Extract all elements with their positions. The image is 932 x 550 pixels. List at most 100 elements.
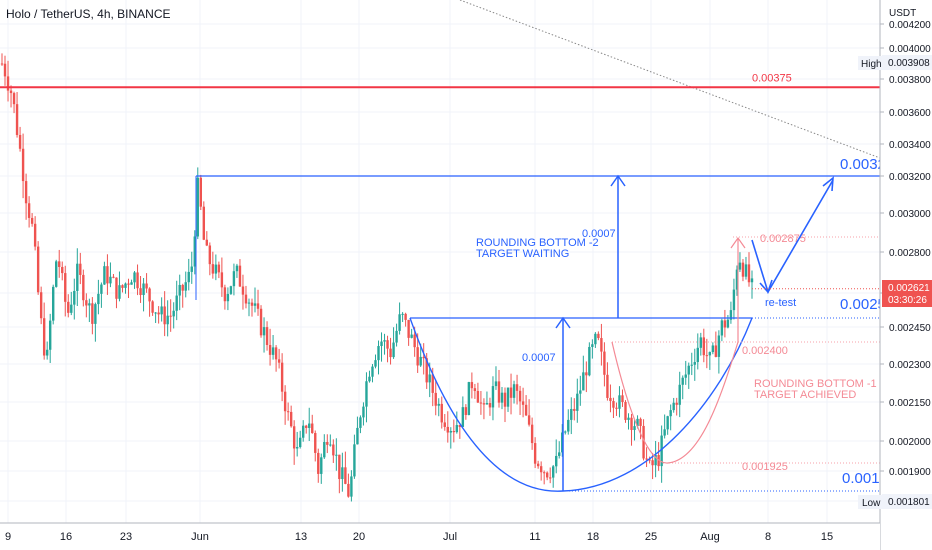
candle-body	[208, 245, 212, 265]
candle-body	[476, 391, 480, 403]
candle-body	[548, 477, 552, 479]
candle-body	[344, 467, 347, 484]
price-tick-label: 0.001900	[889, 467, 931, 478]
candle-body	[277, 359, 281, 363]
time-tick-label: 8	[765, 531, 771, 543]
candle-body	[76, 263, 79, 291]
candle-body	[398, 314, 401, 331]
candle-body	[27, 203, 31, 218]
candle-body	[536, 463, 540, 467]
candle-body	[654, 454, 657, 466]
candle-body	[332, 444, 335, 456]
candle-body	[365, 381, 368, 407]
time-tick-label: 13	[295, 531, 307, 543]
candle-body	[437, 403, 440, 406]
height-left-label: 0.0007	[522, 352, 556, 364]
candle-body	[244, 294, 248, 304]
candle-body	[335, 454, 338, 456]
trendline-diagonal	[459, 0, 881, 159]
candle-body	[672, 402, 675, 411]
candle-body	[154, 312, 157, 314]
candle-body	[42, 318, 46, 356]
candle-body	[250, 302, 254, 306]
high-value-bg	[882, 55, 932, 70]
candle-body	[362, 406, 365, 418]
candle-body	[329, 444, 332, 446]
candle-body	[55, 261, 58, 287]
candle-body	[166, 315, 169, 325]
candle-body	[645, 458, 648, 460]
candle-body	[744, 264, 748, 277]
candle-body	[109, 276, 112, 284]
candle-body	[181, 284, 184, 291]
candle-body	[380, 341, 383, 347]
candle-body	[377, 346, 380, 361]
time-tick-label: Jun	[191, 531, 209, 543]
candle-body	[524, 404, 528, 416]
candle-body	[588, 346, 591, 376]
price-tick-label: 0.002800	[889, 248, 931, 259]
candle-body	[199, 177, 202, 207]
candle-body	[326, 441, 329, 445]
high-badge-bg	[858, 56, 882, 70]
candle-body	[603, 351, 606, 375]
rb2-text-1: ROUNDING BOTTOM -2	[476, 237, 599, 249]
height-right-label: 0.0007	[582, 228, 616, 240]
candle-body	[217, 264, 221, 273]
candle-body	[413, 334, 416, 348]
candle-body	[317, 452, 320, 474]
height-arrow-left-head	[555, 316, 571, 329]
candle-body	[506, 387, 510, 407]
candle-body	[711, 345, 715, 353]
candle-body	[576, 393, 579, 411]
candle-body	[464, 407, 468, 415]
candle-body	[618, 395, 621, 409]
candle-body	[178, 284, 181, 296]
candle-body	[160, 306, 163, 315]
candle-body	[741, 262, 745, 277]
candle-body	[615, 407, 618, 409]
candle-body	[473, 388, 477, 392]
candle-body	[573, 408, 576, 411]
label-0024: 0.002400	[742, 345, 788, 357]
price-tick-label: 0.003400	[889, 140, 931, 151]
candle-body	[280, 362, 284, 392]
candle-body	[726, 319, 730, 328]
candle-body	[729, 310, 733, 320]
candle-body	[470, 382, 474, 389]
candle-body	[533, 443, 537, 464]
projection-head-1	[759, 279, 773, 294]
candle-body	[449, 431, 452, 433]
candle-body	[64, 273, 67, 302]
candle-body	[220, 272, 224, 288]
candle-body	[555, 455, 558, 467]
low-label: Low	[862, 498, 881, 509]
candle-body	[527, 415, 531, 425]
candle-body	[323, 441, 326, 458]
candle-body	[223, 287, 227, 302]
candle-body	[193, 236, 196, 267]
candle-body	[295, 447, 299, 449]
candle-body	[302, 425, 305, 438]
candle-body	[79, 263, 82, 275]
candle-body	[320, 457, 323, 474]
level-0025-label: 0.0025	[840, 296, 886, 313]
candle-body	[226, 293, 230, 302]
candle-body	[732, 289, 736, 311]
candle-body	[39, 292, 43, 319]
candle-body	[443, 422, 446, 427]
candle-body	[696, 347, 699, 363]
time-tick-label: Jul	[443, 531, 457, 543]
rb1-arrow-head	[730, 236, 746, 249]
price-axis-unit: USDT	[889, 8, 916, 19]
candle-body	[552, 466, 555, 478]
resistance-label: 0.00375	[752, 72, 792, 84]
price-tick-label: 0.003800	[889, 75, 931, 86]
time-tick-label: 23	[120, 531, 132, 543]
candle-body	[570, 408, 573, 420]
candle-body	[88, 303, 91, 306]
candle-body	[606, 374, 609, 398]
candle-body	[103, 266, 106, 285]
candle-body	[172, 310, 175, 317]
